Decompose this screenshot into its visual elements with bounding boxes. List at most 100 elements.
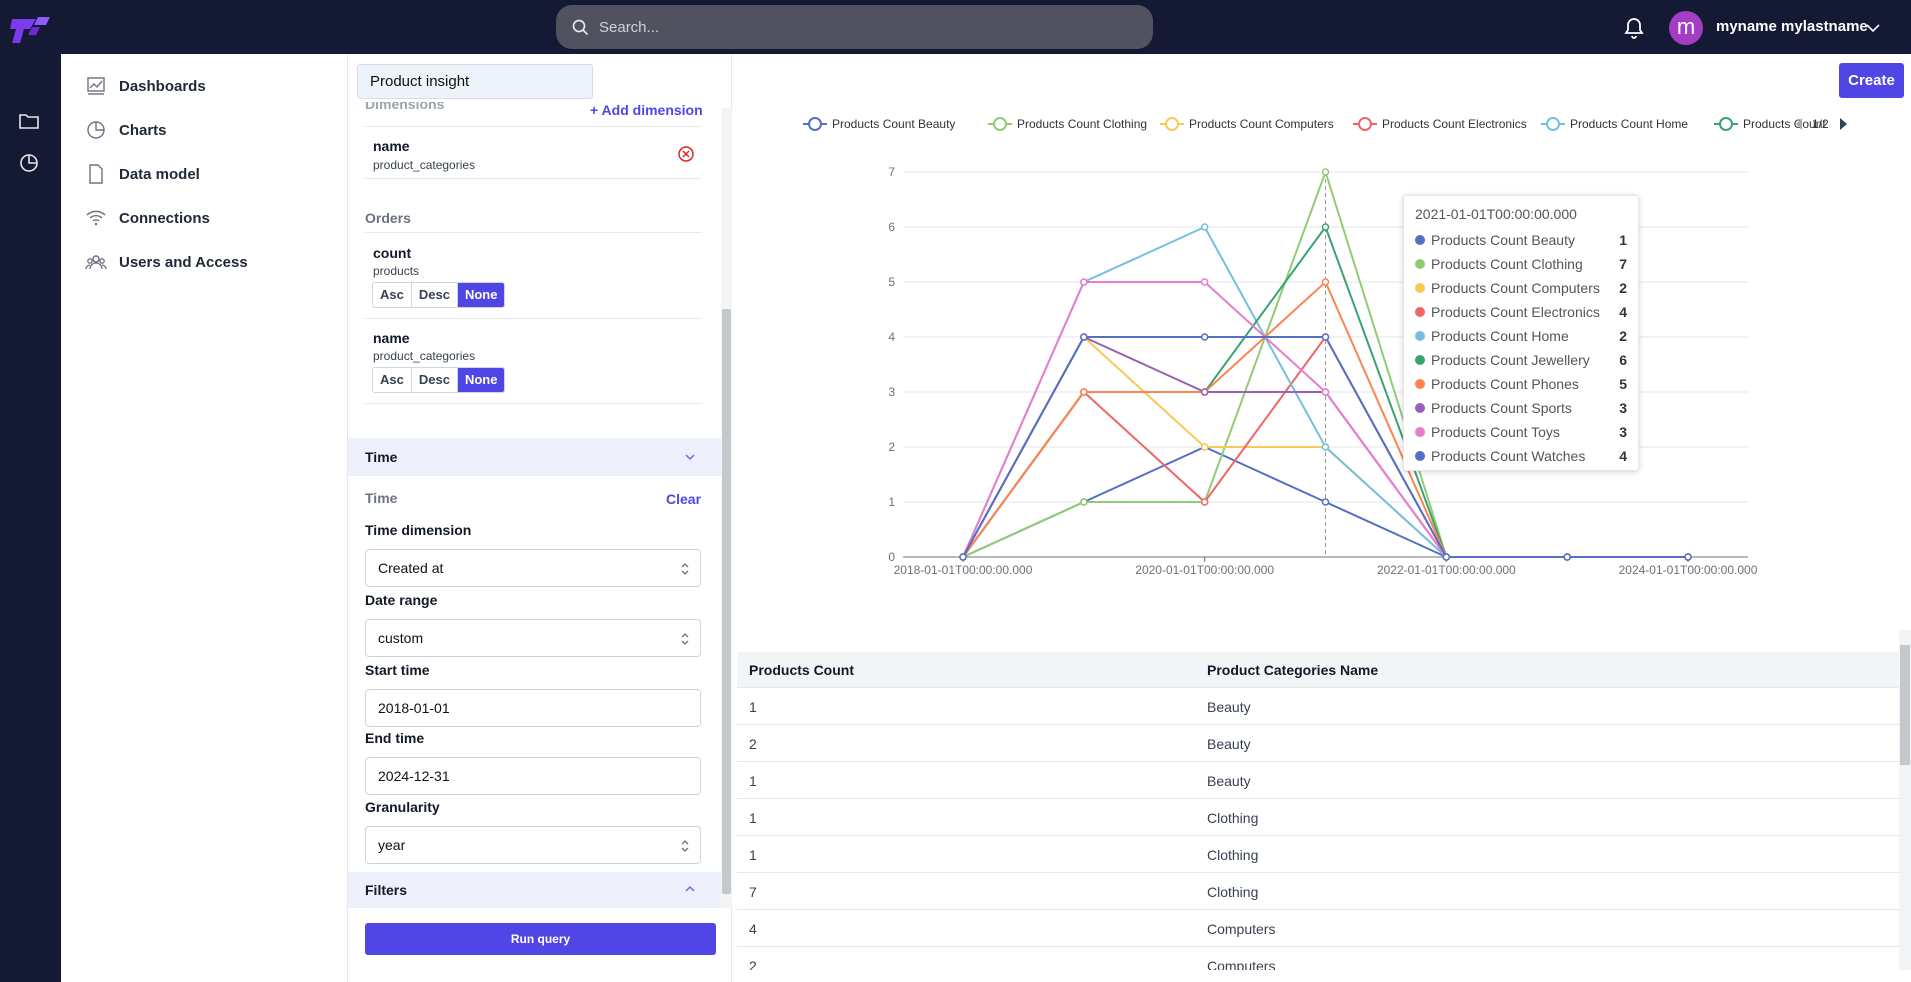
- legend-label: Products Count Beauty: [832, 117, 955, 131]
- order-asc-button[interactable]: Asc: [373, 283, 412, 307]
- x-tick-label: 2020-01-01T00:00:00.000: [1135, 563, 1274, 577]
- order-name: name: [373, 330, 410, 346]
- legend-marker: [993, 117, 1007, 131]
- table-row[interactable]: 4 Computers: [737, 910, 1899, 947]
- search-input[interactable]: [599, 18, 1119, 36]
- order-asc-button[interactable]: Asc: [373, 368, 412, 392]
- data-point: [1080, 333, 1088, 341]
- table-cell: Computers: [1207, 921, 1276, 937]
- table-cell: 2: [749, 958, 757, 970]
- panel-scrollbar-thumb[interactable]: [722, 309, 731, 894]
- start-time-input[interactable]: 2018-01-01: [365, 689, 701, 727]
- tooltip-series-name: Products Count Clothing: [1431, 256, 1583, 272]
- date-range-select[interactable]: custom: [365, 619, 701, 657]
- orders-heading: Orders: [365, 210, 411, 226]
- table-cell: Beauty: [1207, 736, 1251, 752]
- create-button[interactable]: Create: [1839, 63, 1904, 98]
- start-time-label: Start time: [365, 662, 430, 678]
- legend-label: Products Count Electronics: [1382, 117, 1527, 131]
- tooltip-series-value: 2: [1619, 280, 1627, 296]
- y-tick-label: 6: [888, 220, 895, 234]
- tooltip-series-value: 3: [1619, 424, 1627, 440]
- series-dot: [1415, 355, 1425, 365]
- table-row[interactable]: 2 Beauty: [737, 725, 1899, 762]
- run-query-button[interactable]: Run query: [365, 923, 716, 955]
- divider: [365, 178, 701, 179]
- start-time-value: 2018-01-01: [378, 700, 450, 716]
- table-cell: 4: [749, 921, 757, 937]
- nav-item-charts[interactable]: Charts: [85, 118, 167, 142]
- divider: [365, 318, 701, 319]
- nav-label: Data model: [119, 165, 200, 183]
- legend-label: Products Count: [1743, 117, 1826, 131]
- legend-label: Products Count Clothing: [1017, 117, 1147, 131]
- tooltip-row: Products Count Home 2: [1415, 324, 1627, 348]
- tooltip-row: Products Count Computers 2: [1415, 276, 1627, 300]
- tooltip-row: Products Count Beauty 1: [1415, 228, 1627, 252]
- chart-name-input[interactable]: [357, 64, 593, 99]
- table-cell: Clothing: [1207, 884, 1259, 900]
- tooltip-series-name: Products Count Watches: [1431, 448, 1586, 464]
- notification-bell-icon[interactable]: [1622, 16, 1646, 40]
- table-row[interactable]: 1 Clothing: [737, 836, 1899, 873]
- nav-item-dashboards[interactable]: Dashboards: [85, 74, 206, 98]
- table-row[interactable]: 7 Clothing: [737, 873, 1899, 910]
- order-desc-button[interactable]: Desc: [412, 368, 458, 392]
- tooltip-series-value: 6: [1619, 352, 1627, 368]
- time-dimension-select[interactable]: Created at: [365, 549, 701, 587]
- dimensions-heading: Dimensions: [365, 102, 445, 110]
- tooltip-row: Products Count Watches 4: [1415, 444, 1627, 468]
- filters-title: Filters: [365, 882, 408, 898]
- table-row[interactable]: 1 Beauty: [737, 762, 1899, 799]
- data-point: [1080, 498, 1088, 506]
- table-scrollbar-thumb[interactable]: [1900, 645, 1910, 765]
- order-none-button[interactable]: None: [457, 283, 505, 307]
- column-header[interactable]: Product Categories Name: [1207, 662, 1379, 678]
- table-row[interactable]: 1 Beauty: [737, 688, 1899, 725]
- dashboard-icon: [87, 77, 105, 95]
- order-desc-button[interactable]: Desc: [412, 283, 458, 307]
- data-point: [1684, 553, 1692, 561]
- tooltip-series-name: Products Count Jewellery: [1431, 352, 1590, 368]
- chevron-down-icon[interactable]: [1865, 20, 1881, 36]
- tooltip-series-name: Products Count Sports: [1431, 400, 1572, 416]
- column-header[interactable]: Products Count: [749, 662, 854, 678]
- x-tick-label: 2018-01-01T00:00:00.000: [894, 563, 1033, 577]
- folder-icon[interactable]: [17, 109, 41, 133]
- nav-item-users-and-access[interactable]: Users and Access: [85, 250, 248, 274]
- data-point: [1563, 553, 1571, 561]
- data-point: [1321, 388, 1330, 396]
- pie-chart-icon[interactable]: [17, 150, 41, 174]
- remove-dimension-icon[interactable]: [677, 145, 695, 163]
- avatar[interactable]: m: [1669, 11, 1703, 45]
- legend-label: Products Count Computers: [1189, 117, 1334, 131]
- top-bar: m myname mylastname: [0, 0, 1911, 54]
- chevron-up-icon: [685, 885, 695, 892]
- order-none-button[interactable]: None: [457, 368, 505, 392]
- add-dimension-button[interactable]: + Add dimension: [590, 102, 703, 118]
- data-point: [1200, 333, 1209, 341]
- series-dot: [1415, 307, 1425, 317]
- data-point: [1200, 278, 1209, 286]
- username[interactable]: myname mylastname: [1716, 18, 1868, 35]
- filters-section-header[interactable]: Filters: [348, 872, 721, 908]
- nav-label: Users and Access: [119, 253, 248, 271]
- data-point: [959, 553, 967, 561]
- chart-tooltip: 2021-01-01T00:00:00.000 Products Count B…: [1403, 195, 1639, 471]
- legend-next-page-icon[interactable]: [1840, 118, 1847, 130]
- end-time-input[interactable]: 2024-12-31: [365, 757, 701, 795]
- nav-item-connections[interactable]: Connections: [85, 206, 210, 230]
- time-section-header[interactable]: Time: [348, 438, 721, 476]
- granularity-select[interactable]: year: [365, 826, 701, 864]
- legend-prev-page-icon[interactable]: [1796, 118, 1802, 130]
- clear-time-button[interactable]: Clear: [666, 491, 702, 507]
- nav-item-data-model[interactable]: Data model: [85, 162, 200, 186]
- divider: [365, 126, 701, 127]
- table-row[interactable]: 2 Computers: [737, 947, 1899, 970]
- pie-chart-icon: [87, 121, 105, 139]
- table-row[interactable]: 1 Clothing: [737, 799, 1899, 836]
- app-logo[interactable]: [6, 13, 52, 45]
- y-tick-label: 0: [888, 550, 895, 564]
- search-bar[interactable]: [556, 5, 1153, 49]
- x-tick-label: 2024-01-01T00:00:00.000: [1619, 563, 1758, 577]
